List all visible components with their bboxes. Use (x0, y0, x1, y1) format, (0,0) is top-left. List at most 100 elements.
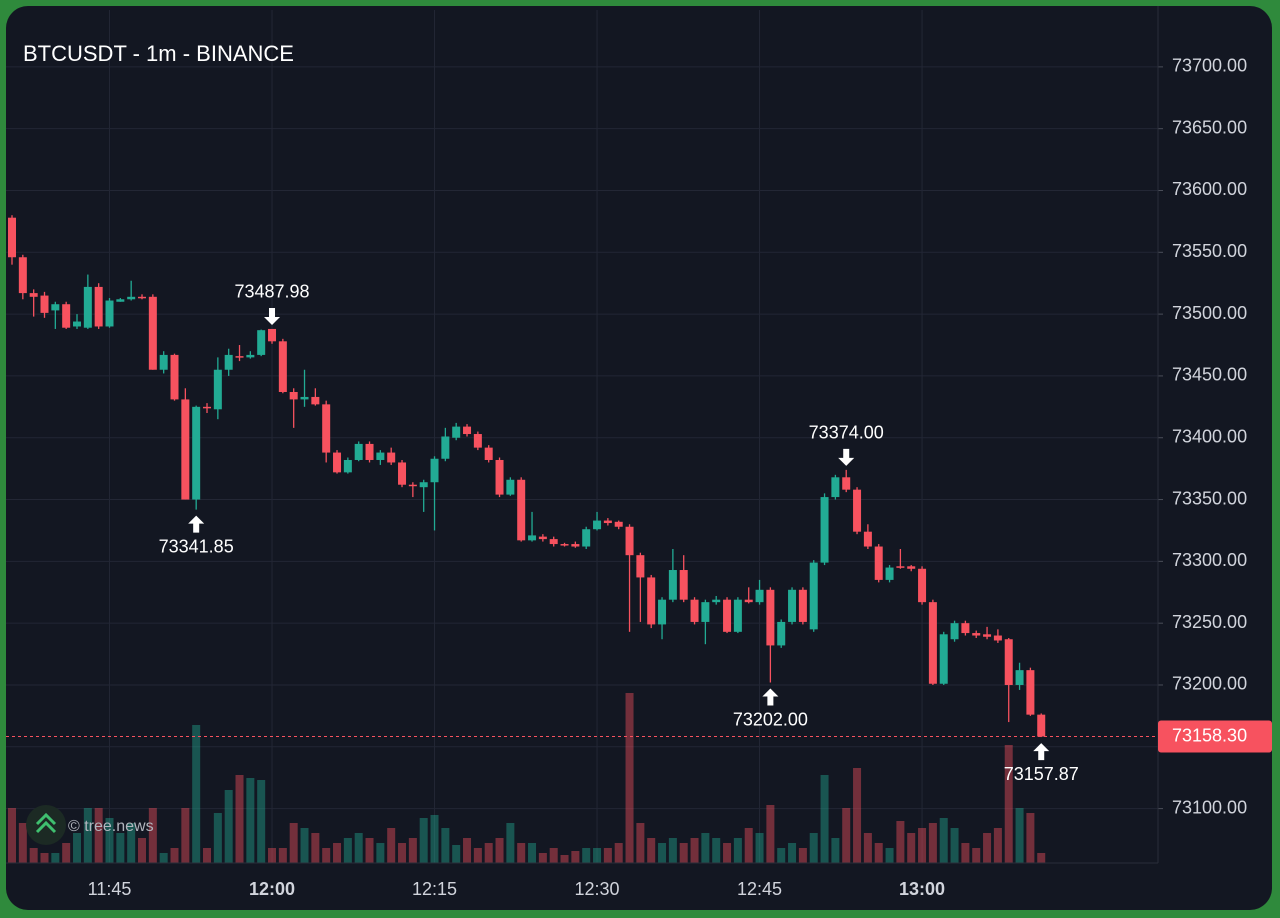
x-tick-label: 11:45 (88, 879, 132, 899)
volume-bar (950, 828, 959, 863)
volume-bar (788, 843, 797, 863)
volume-bar (690, 838, 699, 863)
candle-body (181, 399, 190, 500)
volume-bar (679, 843, 688, 863)
y-tick-label: 73200.00 (1172, 674, 1247, 694)
y-tick-label: 73250.00 (1172, 612, 1247, 632)
candle-body (224, 354, 233, 370)
candle-body (322, 404, 331, 453)
candle-body (549, 539, 558, 545)
candle-body (484, 447, 493, 460)
volume-bar (40, 853, 49, 863)
y-tick-label: 73650.00 (1172, 117, 1247, 137)
volume-bar (755, 833, 764, 863)
candle-body (538, 536, 547, 540)
x-tick-label: 12:15 (412, 879, 457, 899)
candle-body (1004, 639, 1013, 685)
candle-body (29, 293, 38, 297)
volume-bar (268, 848, 277, 863)
candle-body (170, 354, 179, 400)
volume-bar (798, 848, 807, 863)
volume-bar (593, 848, 602, 863)
candle-body (733, 599, 742, 632)
candle-body (993, 635, 1002, 641)
volume-bar (408, 838, 417, 863)
x-tick-label: 12:45 (737, 879, 782, 899)
volume-bar (885, 848, 894, 863)
candle-body (809, 562, 818, 630)
annotation-arrow (188, 515, 205, 533)
volume-bar (289, 823, 298, 863)
volume-bar (701, 833, 710, 863)
volume-bar (961, 843, 970, 863)
chart-frame: BTCUSDT - 1m - BINANCE © tree.news 73100… (6, 6, 1272, 910)
volume-bar (148, 808, 157, 863)
volume-bar (582, 848, 591, 863)
candle-body (94, 286, 103, 327)
candle-body (452, 426, 461, 438)
volume-bar (809, 833, 818, 863)
volume-bar (8, 808, 16, 863)
candle-body (647, 577, 656, 625)
volume-bar (484, 843, 493, 863)
candle-body (560, 544, 569, 546)
volume-bar (419, 818, 428, 863)
y-tick-label: 73400.00 (1172, 426, 1247, 446)
candle-body (278, 341, 287, 392)
volume-bar (203, 848, 212, 863)
volume-bar (733, 838, 742, 863)
candle-body (668, 570, 677, 600)
candle-body (1037, 714, 1046, 737)
candle-body (896, 566, 905, 568)
candle-body (51, 304, 60, 311)
volume-bar (528, 843, 537, 863)
candle-body (690, 599, 699, 622)
candle-body (528, 535, 537, 541)
volume-bar (73, 833, 82, 863)
volume-bar (18, 823, 27, 863)
candle-body (582, 529, 591, 547)
volume-bar (452, 845, 461, 863)
volume-bar (343, 838, 352, 863)
candle-body (571, 544, 580, 547)
candle-body (441, 436, 450, 459)
volume-bar (311, 833, 320, 863)
annotation-label: 73157.87 (1004, 764, 1079, 784)
candle-body (1026, 670, 1035, 715)
candle-body (831, 477, 840, 498)
volume-bar (138, 838, 147, 863)
volume-bar (376, 843, 385, 863)
annotation-label: 73341.85 (159, 536, 234, 556)
candle-body (766, 589, 775, 646)
candle-body (257, 330, 266, 355)
volume-bar (723, 843, 732, 863)
volume-bar (907, 833, 916, 863)
volume-bar (257, 780, 266, 863)
volume-bar (560, 855, 569, 863)
candle-body (820, 497, 829, 563)
candle-body (127, 296, 136, 300)
volume-bar (1004, 745, 1013, 863)
last-price-label: 73158.30 (1172, 725, 1247, 745)
candle-body (203, 406, 212, 409)
candle-body (907, 566, 916, 569)
candle-body (62, 304, 71, 328)
candle-body (798, 589, 807, 622)
candle-body (701, 602, 710, 622)
candle-body (788, 589, 797, 622)
volume-bar (625, 693, 634, 863)
candle-body (744, 599, 753, 603)
candle-body (365, 443, 374, 460)
candle-body (972, 633, 981, 636)
candle-body (40, 295, 49, 313)
volume-bar (170, 848, 179, 863)
volume-bar (744, 828, 753, 863)
volume-bar (896, 821, 905, 863)
candle-body (777, 621, 786, 646)
candle-body (918, 568, 927, 603)
candle-body (268, 328, 277, 342)
volume-bar (517, 843, 526, 863)
candle-body (983, 634, 992, 637)
volume-bar (354, 833, 363, 863)
candle-body (387, 452, 396, 463)
